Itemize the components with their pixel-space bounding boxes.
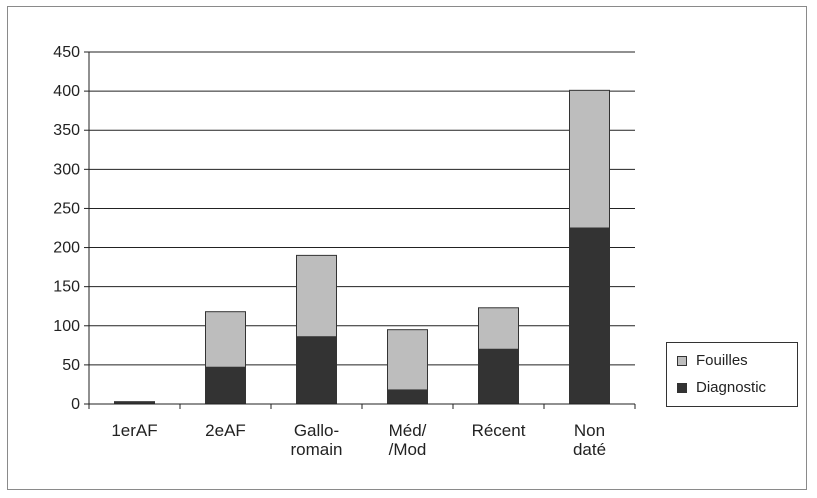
x-axis: 1erAF 2eAF Gallo-romain Méd//Mod Récent Non da… (88, 403, 636, 459)
legend-label-diagnostic: Diagnostic (696, 379, 767, 396)
bar-fouilles (478, 307, 519, 350)
bar-diagnostic (205, 366, 246, 405)
y-tick-label: 100 (53, 318, 80, 335)
y-axis: 0 50 100 150 200 250 300 350 400 450 (53, 44, 90, 413)
y-tick-label: 350 (53, 122, 80, 139)
y-tick-label: 250 (53, 200, 80, 217)
legend-item-diagnostic: Diagnostic (677, 379, 766, 396)
y-tick-label: 300 (53, 161, 80, 178)
x-tick-label: 2eAF (205, 421, 246, 440)
x-tick-label: Gallo-romain (291, 421, 343, 459)
gridlines (89, 51, 635, 366)
chart-frame: 0 50 100 150 200 250 300 350 400 450 1erAF 2eAF Gal… (7, 6, 807, 490)
stacked-bar-chart: 0 50 100 150 200 250 300 350 400 450 1erAF 2eAF Gal… (53, 44, 636, 459)
x-tick-label: 1erAF (111, 421, 157, 440)
bar-fouilles (205, 311, 246, 368)
bar-diagnostic (478, 348, 519, 405)
bar-diagnostic (569, 227, 610, 405)
bar-fouilles (569, 89, 610, 229)
y-tick-label: 0 (71, 396, 80, 413)
x-tick-label: Non daté (573, 421, 606, 459)
bar-diagnostic (296, 336, 337, 405)
bar-fouilles (387, 329, 428, 391)
bar-fouilles (296, 254, 337, 338)
bar-diagnostic (387, 389, 428, 405)
bars (114, 89, 610, 405)
legend-label-fouilles: Fouilles (696, 352, 748, 369)
bar-fouilles (114, 401, 155, 403)
x-tick-label: Récent (472, 421, 526, 440)
y-tick-label: 150 (53, 279, 80, 296)
y-tick-label: 450 (53, 44, 80, 61)
x-tick-label: Méd//Mod (389, 421, 427, 459)
y-tick-label: 400 (53, 83, 80, 100)
legend-swatch-fouilles (677, 355, 687, 366)
y-tick-label: 50 (62, 357, 80, 374)
y-tick-label: 200 (53, 240, 80, 257)
legend-swatch-diagnostic (677, 382, 687, 393)
legend: Fouilles Diagnostic (666, 342, 798, 407)
legend-item-fouilles: Fouilles (677, 352, 748, 369)
